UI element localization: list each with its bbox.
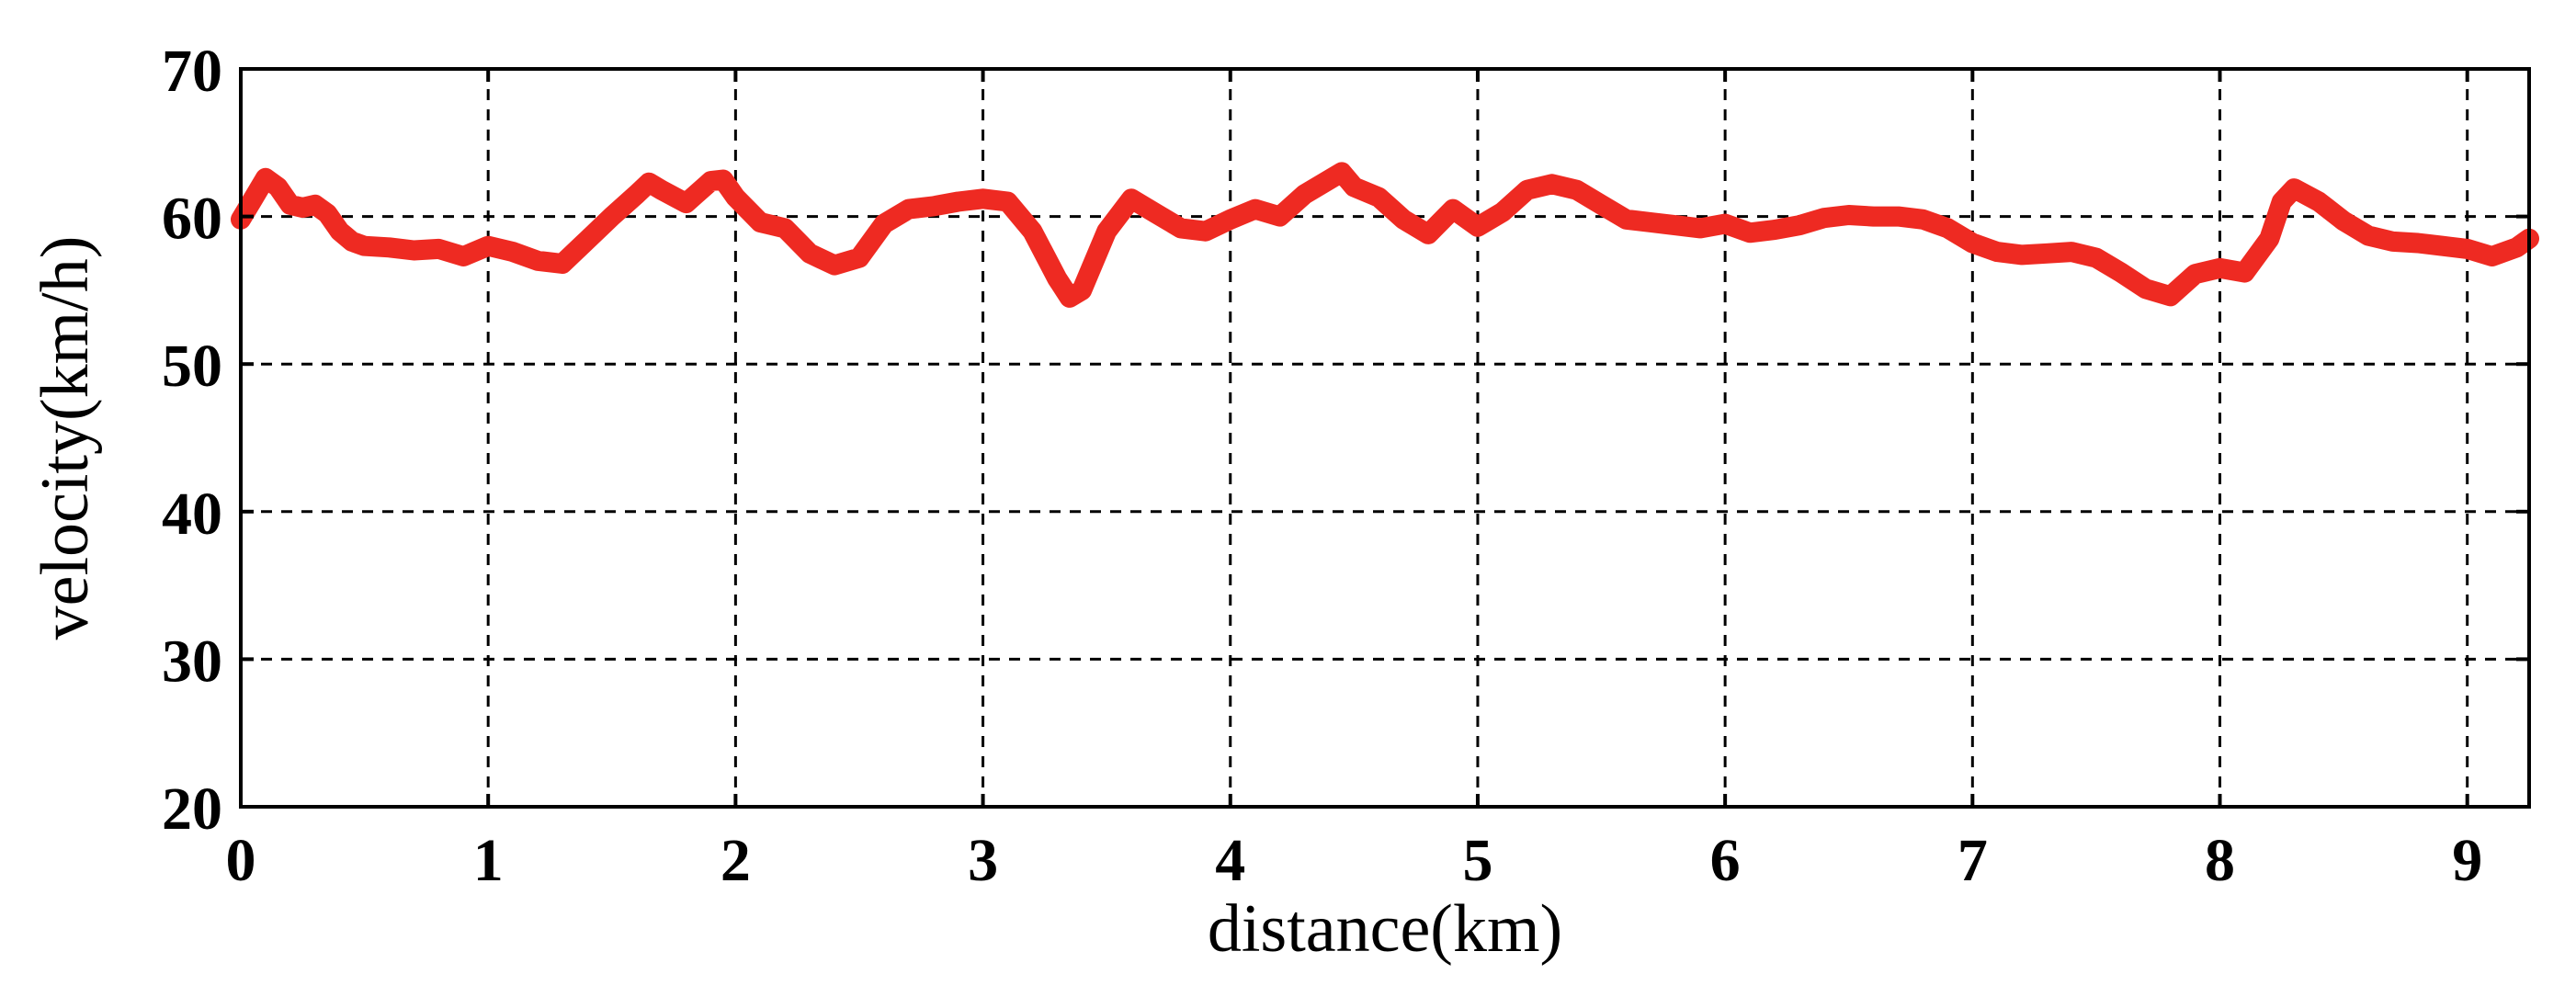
x-tick-label: 5: [1462, 827, 1492, 894]
y-tick-label: 30: [162, 628, 222, 695]
x-tick-label: 4: [1215, 827, 1245, 894]
x-tick-label: 6: [1710, 827, 1741, 894]
y-tick-label: 40: [162, 481, 222, 548]
x-tick-label: 0: [226, 827, 256, 894]
series-line-0: [231, 162, 2539, 308]
y-tick-label: 20: [162, 776, 222, 843]
axis-ticks: [239, 67, 2529, 809]
x-tick-label: 3: [968, 827, 998, 894]
grid-lines: [241, 69, 2529, 807]
x-tick-label: 8: [2205, 827, 2235, 894]
x-tick-label: 1: [473, 827, 504, 894]
y-tick-label: 60: [162, 186, 222, 253]
y-axis-title: velocity(km/h): [28, 236, 103, 640]
series-layer: [231, 162, 2539, 308]
x-axis-title: distance(km): [1208, 891, 1562, 967]
plot-frame: [239, 67, 2531, 809]
x-tick-label: 7: [1958, 827, 1988, 894]
y-tick-labels: 20 30 40 50 60 70: [162, 38, 222, 843]
x-tick-label: 2: [721, 827, 751, 894]
y-tick-label: 50: [162, 333, 222, 400]
y-tick-label: 70: [162, 38, 222, 105]
x-tick-labels: 0 1 2 3 4 5 6 7 8 9: [226, 827, 2483, 894]
x-tick-label: 9: [2452, 827, 2482, 894]
